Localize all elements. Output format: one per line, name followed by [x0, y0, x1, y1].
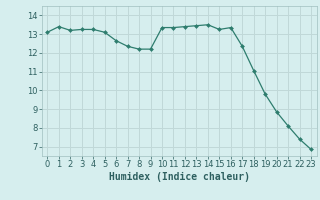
X-axis label: Humidex (Indice chaleur): Humidex (Indice chaleur): [109, 172, 250, 182]
